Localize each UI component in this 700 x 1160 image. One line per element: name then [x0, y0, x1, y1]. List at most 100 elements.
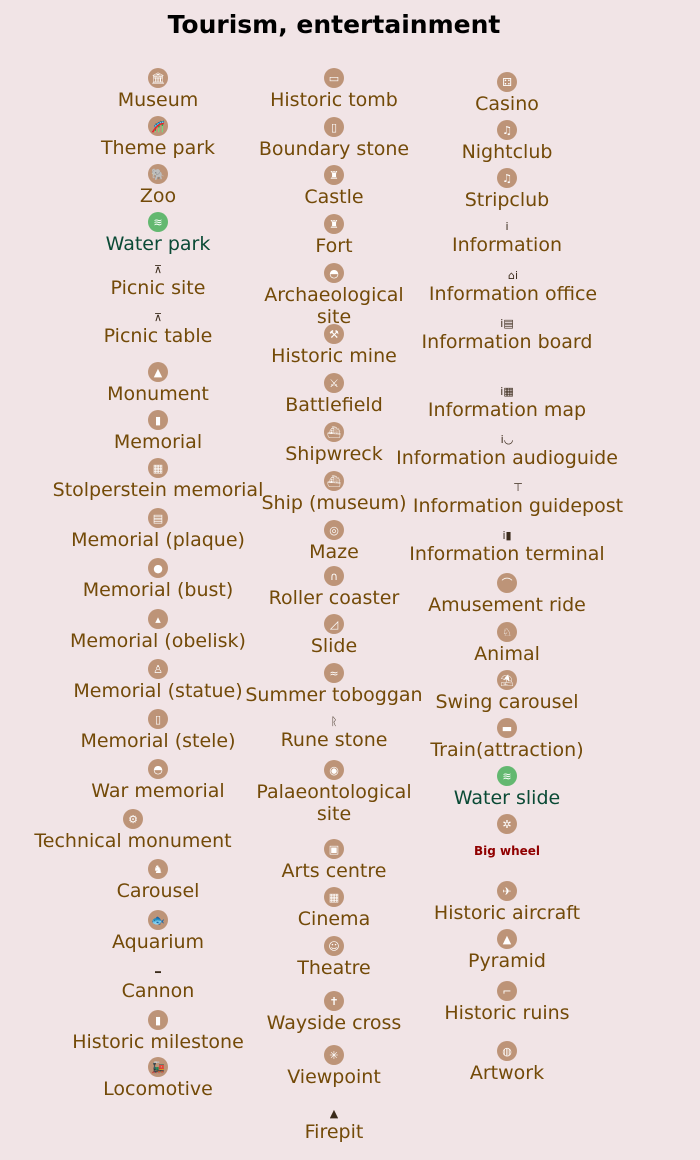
museum-icon: 🏛 — [148, 68, 168, 88]
fort-icon: ♜ — [324, 214, 344, 234]
legend-item-label: Information guidepost — [412, 495, 624, 517]
legend-item-label: Water park — [105, 233, 211, 255]
legend-item-label: Information map — [427, 399, 587, 421]
legend-item-label: Information audioguide — [396, 447, 618, 469]
legend-item-label: Archaeological site — [264, 284, 404, 328]
statue-icon: ♙ — [148, 659, 168, 679]
legend-item-label: Memorial (stele) — [80, 730, 236, 752]
casino-icon: ⚃ — [497, 72, 517, 92]
information-terminal-icon: i▮ — [502, 528, 512, 542]
legend-item: ✳ Viewpoint — [219, 1045, 449, 1088]
swing-carousel-icon: ⛱ — [497, 670, 517, 690]
cinema-icon: ▦ — [324, 887, 344, 907]
legend-item: ≈ Summer toboggan — [219, 663, 449, 706]
legend-item-label: Theatre — [297, 957, 371, 979]
cannon-icon: ━ — [154, 965, 162, 979]
slide-icon: ◿ — [324, 614, 344, 634]
legend-item: ⚒ Historic mine — [219, 324, 449, 367]
legend-item-label: Amusement ride — [428, 594, 586, 616]
legend-item: 🐟 Aquarium — [43, 910, 273, 953]
legend-item: ● Memorial (bust) — [43, 558, 273, 601]
legend-item-label: Wayside cross — [266, 1012, 402, 1034]
water-park-icon: ≋ — [148, 212, 168, 232]
locomotive-icon: 🚂 — [148, 1057, 168, 1077]
theatre-icon: ☺ — [324, 936, 344, 956]
legend-item-label: Cannon — [121, 980, 195, 1002]
legend-item-label: Technical monument — [34, 830, 232, 852]
legend-item: ⛴ Ship (museum) — [219, 471, 449, 514]
battlefield-icon: ⚔ — [324, 373, 344, 393]
milestone-icon: ▮ — [148, 1010, 168, 1030]
legend-item: i Information — [392, 219, 622, 257]
legend-item-label: Theme park — [100, 137, 216, 159]
firepit-icon: ▲ — [329, 1106, 339, 1120]
legend-item-label: Shipwreck — [285, 443, 383, 465]
legend-item: ⌒ Amusement ride — [392, 573, 622, 616]
legend-item-label: Rune stone — [280, 729, 388, 751]
legend-item: ≋ Water park — [43, 212, 273, 255]
theme-park-icon: 🎢 — [148, 116, 168, 136]
legend-item: ♞ Carousel — [43, 859, 273, 902]
legend-item-label: Slide — [310, 635, 358, 657]
information-board-icon: i▤ — [500, 316, 514, 330]
legend-item: ✈ Historic aircraft — [392, 881, 622, 924]
legend-item-label: Maze — [309, 541, 359, 563]
legend-item: i▤ Information board — [392, 316, 622, 354]
legend-item-label: Monument — [107, 383, 209, 405]
technical-monument-icon: ⚙ — [123, 809, 143, 829]
palaeontological-site-icon: ◉ — [324, 760, 344, 780]
boundary-stone-icon: ▯ — [324, 117, 344, 137]
legend-item: ✲ Big wheel — [392, 814, 622, 862]
legend-item-label: Carousel — [116, 880, 200, 902]
legend-item: ⊤ Information guidepost — [403, 480, 633, 518]
legend-item-label: Firepit — [304, 1121, 364, 1143]
monument-icon: ▲ — [148, 362, 168, 382]
legend-item-label: Information terminal — [409, 543, 605, 565]
legend-item-label: Information — [452, 234, 562, 256]
legend-item: ◓ War memorial — [43, 759, 273, 802]
legend-item-label: Train(attraction) — [430, 739, 584, 761]
legend-item: ♫ Nightclub — [392, 120, 622, 163]
legend-item-label: Locomotive — [103, 1078, 213, 1100]
legend-item-label: Picnic table — [103, 325, 213, 347]
big-wheel-icon: ✲ — [497, 814, 517, 834]
legend-item-label: Aquarium — [111, 931, 205, 953]
legend-item: ▲ Firepit — [219, 1106, 449, 1144]
legend-item: ♘ Animal — [392, 622, 622, 665]
archaeological-site-icon: ◓ — [324, 263, 344, 283]
legend-item-label: Stolperstein memorial — [52, 479, 264, 501]
legend-item: ━ Cannon — [43, 965, 273, 1003]
artwork-icon: ◍ — [497, 1041, 517, 1061]
legend-item: ▤ Memorial (plaque) — [43, 508, 273, 551]
memorial-icon: ▮ — [148, 410, 168, 430]
legend-item: 🎢 Theme park — [43, 116, 273, 159]
water-slide-icon: ≋ — [497, 766, 517, 786]
war-memorial-icon: ◓ — [148, 759, 168, 779]
legend-item-label: Roller coaster — [268, 587, 400, 609]
legend-item: ▯ Memorial (stele) — [43, 709, 273, 752]
carousel-icon: ♞ — [148, 859, 168, 879]
stele-icon: ▯ — [148, 709, 168, 729]
legend-item-label: Arts centre — [281, 860, 387, 882]
legend-item-label: Nightclub — [461, 141, 553, 163]
legend-item: ▲ Pyramid — [392, 929, 622, 972]
legend-item: ◿ Slide — [219, 614, 449, 657]
legend-item-label: Ship (museum) — [261, 492, 407, 514]
legend-item: ᚱ Rune stone — [219, 714, 449, 752]
legend-item-label: Memorial (obelisk) — [70, 630, 246, 652]
legend-item: 🐘 Zoo — [43, 164, 273, 207]
legend-item: ✝ Wayside cross — [219, 991, 449, 1034]
legend-item: ⛴ Shipwreck — [219, 422, 449, 465]
arts-centre-icon: ▣ — [324, 839, 344, 859]
picnic-table-icon: ⊼ — [153, 310, 163, 324]
legend-item-label: War memorial — [91, 780, 225, 802]
legend-item: ⚃ Casino — [392, 72, 622, 115]
legend-item: ◍ Artwork — [392, 1041, 622, 1084]
legend-item: ▬ Train(attraction) — [392, 718, 622, 761]
legend-item-label: Artwork — [469, 1062, 545, 1084]
rune-stone-icon: ᚱ — [330, 714, 338, 728]
legend-item: ⌂i Information office — [398, 268, 628, 306]
pyramid-icon: ▲ — [497, 929, 517, 949]
obelisk-icon: ▴ — [148, 609, 168, 629]
legend-item-label: Information board — [421, 331, 593, 353]
